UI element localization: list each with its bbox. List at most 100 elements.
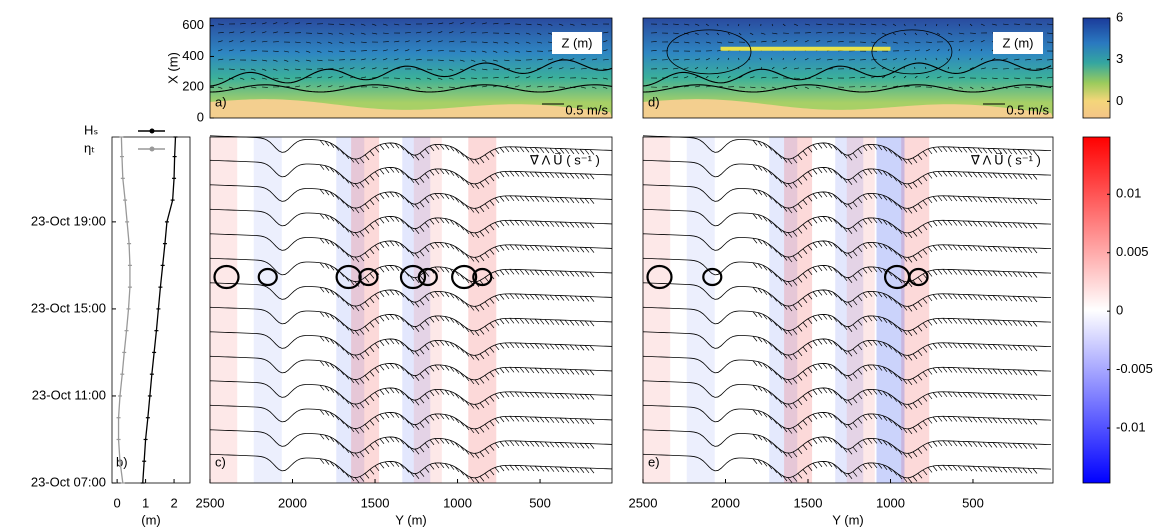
hatch [439,462,445,469]
hatch [782,426,788,433]
hatch [569,369,575,375]
hatch [807,465,813,471]
hatch [394,241,400,247]
hatch [434,168,440,175]
hatch [947,416,953,422]
hatch [852,250,858,257]
hatch [892,151,898,157]
hatch [887,417,893,424]
hatch [354,354,360,361]
hatch [404,148,410,155]
hatch [967,465,973,472]
hatch [484,375,490,381]
hatch [867,144,873,150]
hatch [359,353,365,360]
velocity-arrow [525,23,532,26]
hatch [529,343,535,349]
hatch [1017,222,1023,229]
hatch [459,273,465,280]
hatch [1002,467,1008,473]
hatch [947,220,953,226]
hatch [569,320,575,326]
velocity-arrow [217,49,223,52]
hatch [359,255,365,262]
hatch [882,170,888,176]
hatch [797,424,803,430]
panel-label: d) [648,94,660,109]
hatch [977,196,983,203]
hatch [1017,320,1023,327]
hatch [519,195,525,202]
hatch [882,244,888,250]
hatch [499,294,505,300]
hatch [1017,345,1023,351]
hatch [907,159,913,165]
hatch [484,448,490,455]
hatch [1027,370,1033,376]
hatch [887,319,893,326]
hatch [942,318,948,324]
velocity-arrow [748,23,751,27]
hatch [444,242,450,249]
hatch [494,442,500,449]
hatch [544,172,550,178]
hatch [489,347,495,353]
velocity-arrow [459,22,465,25]
hatch [912,255,918,262]
hatch [1007,418,1013,424]
hatch [842,373,848,380]
velocity-arrow [925,32,929,36]
hatch [807,147,813,153]
velocity-arrow [936,48,940,52]
hatch [479,329,485,335]
hatch [937,342,943,349]
hatch [987,295,993,301]
hatch [414,326,420,332]
hatch [329,461,335,467]
hatch [852,471,858,477]
hatch [319,237,325,244]
hatch [489,371,495,378]
eddy [358,267,379,287]
hatch [449,170,455,176]
hatch [842,422,848,429]
hatch [429,145,435,152]
hatch [982,221,988,227]
hatch [792,304,798,311]
hatch [977,466,983,472]
velocity-arrow [958,66,962,70]
hatch [524,269,530,275]
hatch [324,189,330,196]
hatch [937,318,943,324]
hatch [922,298,928,304]
hatch [394,339,400,345]
hatch [409,373,415,380]
hatch [439,438,445,444]
velocity-arrow [947,48,950,52]
velocity-arrow [404,86,410,89]
hatch [927,197,933,204]
velocity-arrow [492,41,499,44]
hatch [524,416,530,422]
velocity-arrow [958,23,960,27]
velocity-arrow [1013,58,1020,61]
hatch [1022,271,1028,278]
hatch [1032,198,1038,205]
velocity-arrow [536,23,542,26]
velocity-arrow [239,31,245,34]
hatch [847,351,853,357]
hatch [842,202,848,208]
hatch [489,224,495,231]
plot-area [111,136,191,484]
hatch [399,193,405,200]
x-tick-label: 1 [142,495,149,510]
hatch [837,295,843,302]
hatch [469,354,475,360]
velocity-arrow [925,76,930,79]
hatch [762,240,768,247]
hatch [479,353,485,360]
hatch [787,281,793,287]
hatch [589,369,595,376]
hatch [554,344,560,350]
velocity-arrow [870,85,877,88]
